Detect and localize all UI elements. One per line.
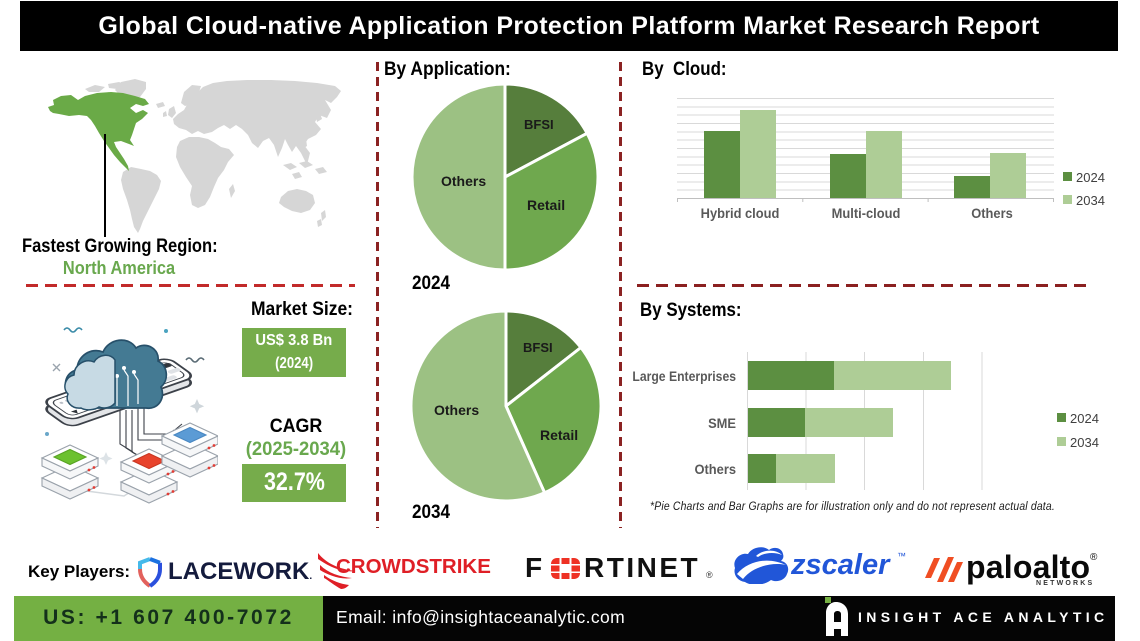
svg-text:BFSI: BFSI <box>524 117 554 132</box>
svg-text:Retail: Retail <box>527 197 565 213</box>
svg-text:Others: Others <box>441 173 486 189</box>
svg-text:Retail: Retail <box>540 427 578 443</box>
svg-text:Others: Others <box>434 402 479 418</box>
svg-text:BFSI: BFSI <box>523 340 553 355</box>
